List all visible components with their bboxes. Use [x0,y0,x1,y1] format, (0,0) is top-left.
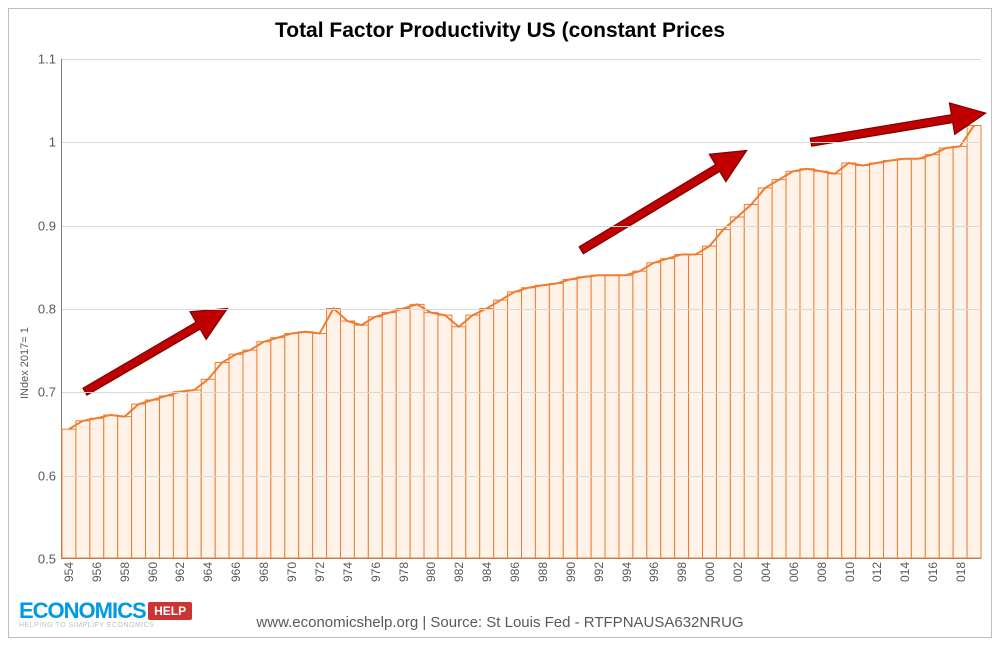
y-tick-label: 1 [49,135,56,150]
x-tick-label: 986 [508,562,522,582]
x-tick-label: 994 [620,562,634,582]
x-tick-label: 006 [787,562,801,582]
x-tick-label: 956 [90,562,104,582]
x-tick-label: 008 [815,562,829,582]
x-tick-label: 004 [759,562,773,582]
x-tick-label: 014 [898,562,912,582]
x-tick-label: 970 [285,562,299,582]
grid-line [62,476,981,477]
x-tick-label: 980 [424,562,438,582]
x-tick-label: 962 [173,562,187,582]
x-tick-label: 012 [870,562,884,582]
x-tick-label: 992 [592,562,606,582]
grid-line [62,59,981,60]
x-tick-label: 988 [536,562,550,582]
x-tick-label: 000 [703,562,717,582]
y-tick-label: 0.7 [38,385,56,400]
x-tick-label: 978 [397,562,411,582]
grid-line [62,392,981,393]
x-tick-label: 982 [452,562,466,582]
chart-title: Total Factor Productivity US (constant P… [9,19,991,43]
y-tick-label: 0.9 [38,218,56,233]
x-tick-label: 996 [647,562,661,582]
x-tick-label: 958 [118,562,132,582]
y-tick-label: 0.6 [38,468,56,483]
y-tick-label: 0.5 [38,552,56,567]
x-tick-label: 002 [731,562,745,582]
grid-line [62,142,981,143]
y-axis-label: INdex 2017= 1 [19,327,31,399]
x-tick-label: 972 [313,562,327,582]
x-tick-label: 974 [341,562,355,582]
y-tick-label: 1.1 [38,52,56,67]
economics-help-logo: ECONOMICS HELP HELPING TO SIMPLIFY ECONO… [19,598,192,629]
x-tick-label: 990 [564,562,578,582]
x-tick-label: 016 [926,562,940,582]
x-tick-label: 984 [480,562,494,582]
x-tick-label: 998 [675,562,689,582]
x-tick-label: 010 [843,562,857,582]
logo-main-text: ECONOMICS [19,598,146,623]
x-tick-label: 968 [257,562,271,582]
x-tick-label: 960 [146,562,160,582]
logo-tag: HELP [148,602,192,620]
plot-area: 0.50.60.70.80.911.1954956958960962964966… [61,59,981,559]
y-tick-label: 0.8 [38,302,56,317]
x-tick-label: 954 [62,562,76,582]
x-tick-label: 964 [201,562,215,582]
x-tick-label: 966 [229,562,243,582]
grid-line [62,226,981,227]
x-tick-label: 976 [369,562,383,582]
grid-line [62,309,981,310]
chart-container: Total Factor Productivity US (constant P… [8,8,992,638]
x-tick-label: 018 [954,562,968,582]
